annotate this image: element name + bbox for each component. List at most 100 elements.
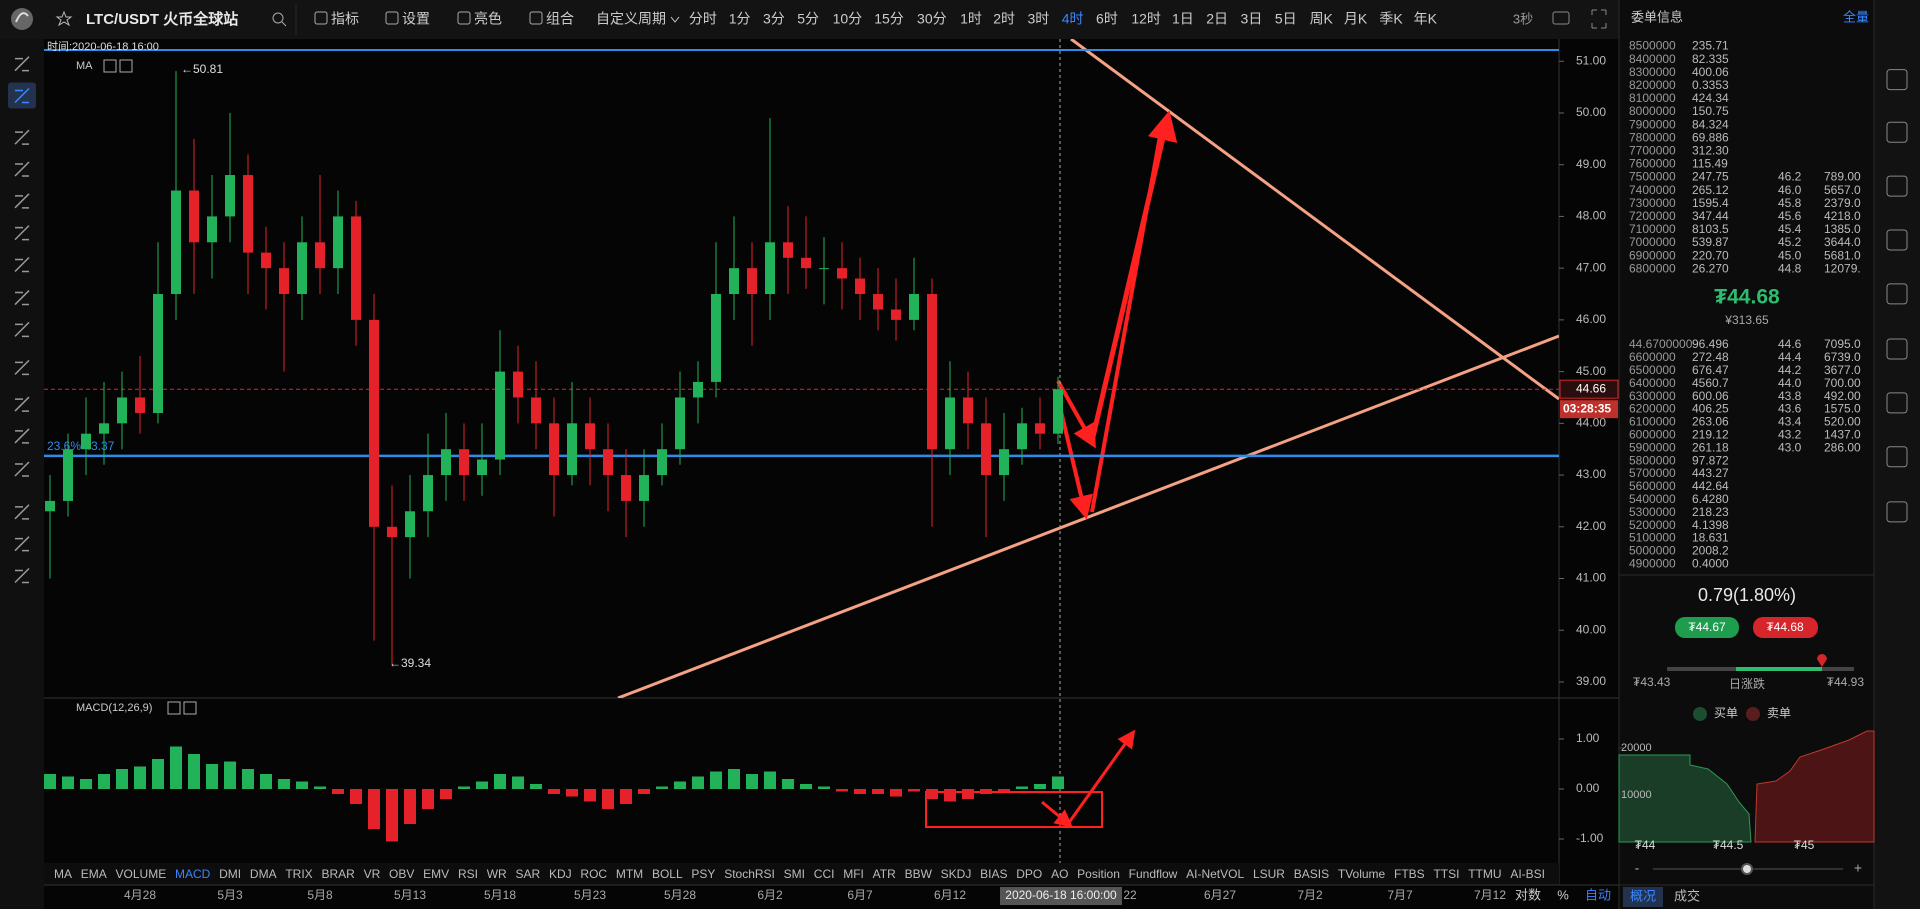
tool-icon[interactable] — [14, 359, 30, 376]
indicator-tab[interactable]: StochRSI — [724, 867, 775, 881]
indicator-tab[interactable]: LSUR — [1253, 867, 1285, 881]
side-icon[interactable] — [1886, 121, 1908, 143]
bid-button-label[interactable]: ₮44.67 — [1688, 620, 1726, 634]
indicator-tab[interactable]: Position — [1077, 867, 1120, 881]
indicator-tab[interactable]: SMI — [784, 867, 805, 881]
custom-period[interactable]: 自定义周期 — [596, 11, 666, 27]
period-option[interactable]: 3时 — [1027, 11, 1049, 27]
indicator-tab[interactable]: MA — [54, 867, 72, 881]
indicator-tab[interactable]: BASIS — [1294, 867, 1329, 881]
tool-icon[interactable] — [14, 161, 30, 177]
favorite-icon[interactable] — [55, 10, 73, 27]
side-icon[interactable] — [1886, 501, 1908, 523]
indicator-tab[interactable]: SAR — [516, 867, 541, 881]
indicator-tab[interactable]: KDJ — [549, 867, 572, 881]
indicator-tab[interactable]: TTMU — [1468, 867, 1501, 881]
period-option[interactable]: 10分 — [833, 11, 863, 27]
menu-icon[interactable] — [385, 11, 399, 25]
indicator-tab[interactable]: PSY — [691, 867, 715, 881]
period-option[interactable]: 5日 — [1275, 11, 1297, 27]
indicator-tab[interactable]: ROC — [580, 867, 607, 881]
period-option[interactable]: 3日 — [1241, 11, 1263, 27]
indicator-tab[interactable]: FTBS — [1394, 867, 1425, 881]
tool-icon[interactable] — [14, 428, 30, 444]
full-depth-link[interactable]: 全量 — [1843, 9, 1869, 24]
side-icon[interactable] — [1886, 392, 1908, 414]
side-icon[interactable] — [1886, 69, 1908, 91]
indicator-tab[interactable]: Fundflow — [1129, 867, 1178, 881]
period-option[interactable]: 3分 — [763, 11, 785, 27]
close-icon[interactable] — [183, 701, 197, 715]
side-icon[interactable] — [1886, 446, 1908, 468]
ask-button[interactable] — [1753, 617, 1818, 638]
side-icon[interactable] — [1886, 283, 1908, 305]
period-option[interactable]: 15分 — [874, 11, 904, 27]
indicator-tab[interactable]: EMA — [81, 867, 107, 881]
menu-item[interactable]: 亮色 — [474, 11, 502, 27]
indicator-tab[interactable]: DMA — [250, 867, 277, 881]
indicator-tab[interactable]: AI-NetVOL — [1186, 867, 1244, 881]
tool-icon[interactable] — [14, 56, 30, 72]
indicator-tab[interactable]: BRAR — [321, 867, 355, 881]
indicator-tab[interactable]: MTM — [616, 867, 643, 881]
tool-icon[interactable] — [14, 567, 30, 584]
period-option[interactable]: 5分 — [797, 11, 819, 27]
ask-button-label[interactable]: ₮44.68 — [1766, 620, 1804, 634]
indicator-tab[interactable]: AI-BSI — [1510, 867, 1545, 881]
dropdown-arrow[interactable] — [670, 16, 680, 23]
indicator-tab[interactable]: TTSI — [1433, 867, 1459, 881]
period-option[interactable]: 年K — [1414, 11, 1438, 27]
period-option[interactable]: 4时 — [1062, 11, 1084, 27]
indicator-tab[interactable]: ATR — [873, 867, 896, 881]
indicator-tab[interactable]: TVolume — [1338, 867, 1386, 881]
camera-icon[interactable] — [1552, 11, 1570, 25]
fullscreen-icon[interactable] — [1591, 9, 1607, 29]
tool-icon[interactable] — [14, 461, 30, 477]
zoom-in[interactable]: + — [1854, 860, 1862, 876]
indicator-tab[interactable]: MFI — [843, 867, 864, 881]
menu-item[interactable]: 设置 — [402, 11, 430, 27]
tool-icon[interactable] — [14, 536, 30, 552]
period-option[interactable]: 12时 — [1131, 11, 1161, 27]
indicator-tab[interactable]: BBW — [905, 867, 933, 881]
indicator-tab[interactable]: EMV — [423, 867, 449, 881]
tool-icon[interactable] — [14, 504, 30, 520]
indicator-tab[interactable]: CCI — [814, 867, 835, 881]
indicator-tab[interactable]: TRIX — [285, 867, 312, 881]
indicator-tab[interactable]: AO — [1051, 867, 1068, 881]
menu-icon[interactable] — [457, 11, 471, 25]
period-option[interactable]: 1日 — [1172, 11, 1194, 27]
tool-icon[interactable] — [14, 290, 30, 306]
side-icon[interactable] — [1886, 338, 1908, 360]
axis-option[interactable]: 自动 — [1585, 887, 1611, 902]
tool-icon[interactable] — [14, 225, 30, 241]
indicator-tab[interactable]: WR — [487, 867, 507, 881]
refresh-interval[interactable]: 3秒 — [1513, 11, 1533, 26]
menu-item[interactable]: 指标 — [331, 11, 359, 27]
period-option[interactable]: 2时 — [993, 11, 1015, 27]
indicator-tab[interactable]: DMI — [219, 867, 241, 881]
period-option[interactable]: 月K — [1344, 11, 1368, 27]
period-option[interactable]: 分时 — [689, 11, 717, 27]
period-option[interactable]: 季K — [1379, 11, 1403, 27]
settings-icon[interactable] — [167, 701, 181, 715]
indicator-tab[interactable]: RSI — [458, 867, 478, 881]
indicator-tab[interactable]: BIAS — [980, 867, 1007, 881]
tool-icon[interactable] — [14, 193, 30, 209]
search-icon[interactable] — [281, 21, 287, 27]
period-option[interactable]: 1时 — [960, 11, 982, 27]
close-icon[interactable] — [119, 59, 133, 73]
panel-tab[interactable]: 概况 — [1630, 888, 1656, 903]
tool-icon[interactable] — [14, 129, 30, 145]
tool-icon[interactable] — [14, 87, 30, 104]
indicator-tab[interactable]: SKDJ — [941, 867, 972, 881]
indicator-tab[interactable]: OBV — [389, 867, 414, 881]
tool-icon[interactable] — [14, 396, 30, 412]
indicator-tab[interactable]: BOLL — [652, 867, 683, 881]
zoom-out[interactable]: - — [1635, 860, 1640, 876]
search-icon[interactable] — [272, 12, 284, 24]
menu-icon[interactable] — [529, 11, 543, 25]
bid-button[interactable] — [1675, 617, 1739, 638]
panel-tab[interactable]: 成交 — [1674, 888, 1700, 903]
period-option[interactable]: 2日 — [1206, 11, 1228, 27]
